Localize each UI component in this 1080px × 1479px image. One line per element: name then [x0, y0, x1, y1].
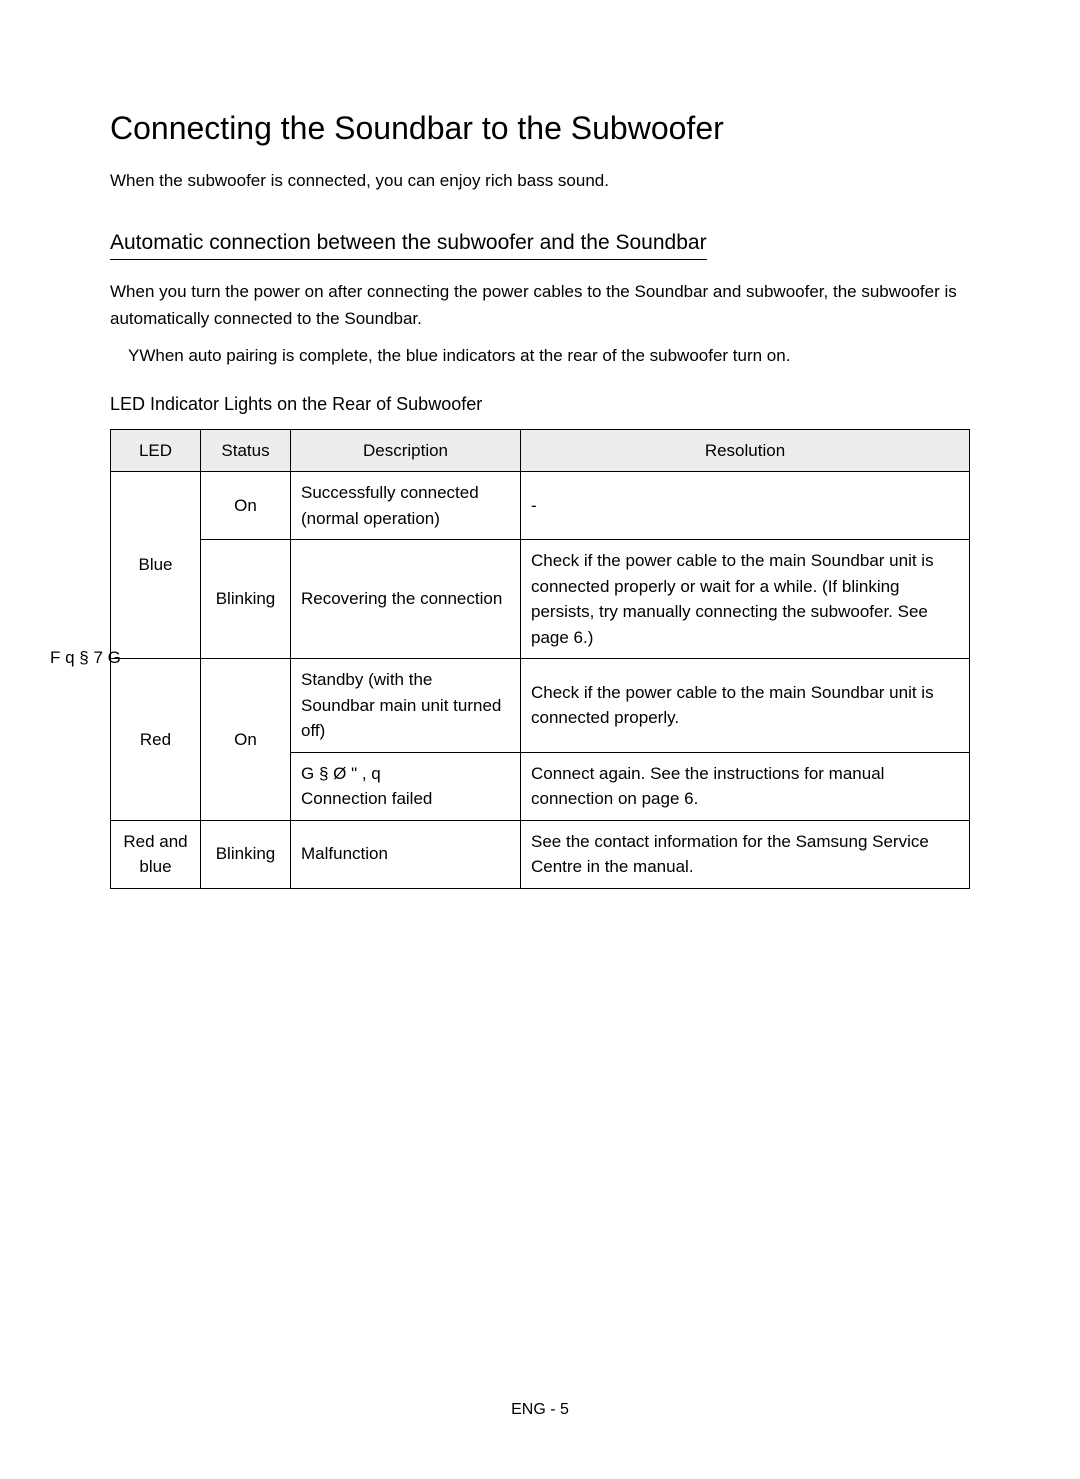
cell-led-redblue: Red and blue — [111, 820, 201, 888]
garble-text: G § Ø " , q — [301, 764, 381, 783]
table-header-row: LED Status Description Resolution — [111, 429, 970, 472]
led-table: LED Status Description Resolution Blue O… — [110, 429, 970, 889]
cell-status: Blinking — [201, 820, 291, 888]
table-row: Red On Standby (with the Soundbar main u… — [111, 659, 970, 753]
th-led: LED — [111, 429, 201, 472]
th-resolution: Resolution — [521, 429, 970, 472]
cell-resolution: Connect again. See the instructions for … — [521, 752, 970, 820]
side-garble: F q § 7 G — [50, 648, 121, 668]
cell-description: G § Ø " , q Connection failed — [291, 752, 521, 820]
page-title: Connecting the Soundbar to the Subwoofer — [110, 110, 970, 147]
section-body: When you turn the power on after connect… — [110, 278, 970, 332]
section-title: Automatic connection between the subwoof… — [110, 231, 707, 260]
cell-resolution: - — [521, 472, 970, 540]
cell-resolution: Check if the power cable to the main Sou… — [521, 659, 970, 753]
garble-left: F q § 7 G — [50, 648, 121, 667]
cell-description: Successfully connected (normal operation… — [291, 472, 521, 540]
table-row: Blue On Successfully connected (normal o… — [111, 472, 970, 540]
cell-status: On — [201, 472, 291, 540]
cell-description: Recovering the connection — [291, 540, 521, 659]
cell-led-blue: Blue — [111, 472, 201, 659]
page-footer: ENG - 5 — [0, 1401, 1080, 1419]
intro-text: When the subwoofer is connected, you can… — [110, 171, 970, 191]
cell-resolution: See the contact information for the Sams… — [521, 820, 970, 888]
section-bullet: YWhen auto pairing is complete, the blue… — [110, 342, 970, 369]
th-status: Status — [201, 429, 291, 472]
cell-status: On — [201, 659, 291, 821]
cell-status: Blinking — [201, 540, 291, 659]
cell-description: Standby (with the Soundbar main unit tur… — [291, 659, 521, 753]
th-description: Description — [291, 429, 521, 472]
table-caption: LED Indicator Lights on the Rear of Subw… — [110, 394, 970, 415]
cell-description-text: Connection failed — [301, 789, 432, 808]
table-row: Blinking Recovering the connection Check… — [111, 540, 970, 659]
table-row: Red and blue Blinking Malfunction See th… — [111, 820, 970, 888]
cell-led-red: Red — [111, 659, 201, 821]
cell-description: Malfunction — [291, 820, 521, 888]
cell-resolution: Check if the power cable to the main Sou… — [521, 540, 970, 659]
